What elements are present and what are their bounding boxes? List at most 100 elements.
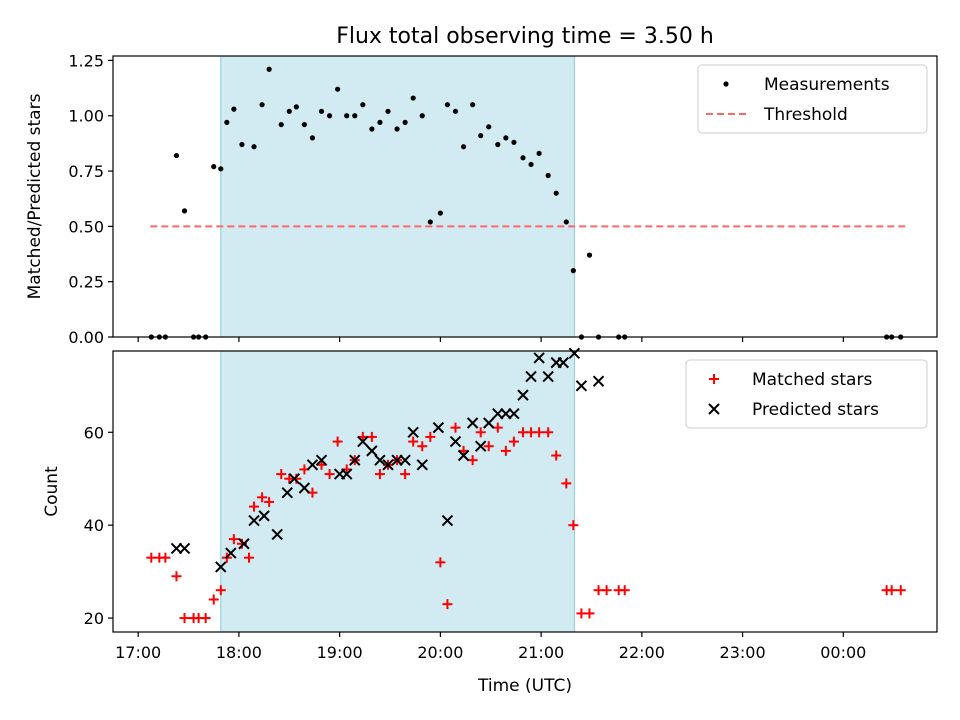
measurement-point	[286, 108, 292, 114]
x-tick-label: 23:00	[720, 643, 766, 662]
matched-stars-point	[425, 431, 436, 442]
matched-stars-point	[332, 436, 343, 447]
legend-entry-label: Threshold	[763, 105, 848, 125]
matched-stars-point	[475, 427, 486, 438]
measurement-point	[173, 152, 180, 159]
matched-stars-point	[160, 552, 171, 563]
predicted-stars-point	[258, 510, 270, 522]
matched-stars-point	[467, 455, 478, 466]
predicted-stars-point	[525, 370, 537, 383]
y-tick-label: 0.00	[68, 328, 104, 347]
measurement-point	[545, 172, 551, 179]
predicted-stars-point	[366, 445, 378, 457]
matched-stars-point	[500, 445, 511, 456]
measurement-point	[486, 124, 492, 130]
measurement-point	[211, 164, 217, 170]
predicted-stars-point	[349, 454, 361, 466]
predicted-stars-point	[399, 454, 411, 466]
measurement-point	[419, 113, 425, 119]
matched-stars-point	[508, 436, 519, 447]
matched-stars-point	[492, 422, 503, 433]
matched-stars-point	[483, 441, 494, 452]
legend: Measurements Threshold	[697, 64, 928, 134]
predicted-stars-point	[533, 352, 545, 364]
matched-stars-point	[324, 469, 335, 480]
legend-marker-predicted	[708, 403, 720, 415]
measurement-point	[326, 113, 333, 119]
measurement-point	[352, 113, 358, 119]
y-tick-label: 0.75	[68, 162, 104, 181]
predicted-stars-point	[483, 417, 495, 429]
measurement-point	[385, 108, 391, 114]
matched-stars-point	[243, 552, 254, 563]
predicted-stars-point	[449, 435, 462, 448]
x-tick-label: 20:00	[417, 643, 463, 662]
predicted-stars-point	[557, 356, 569, 369]
predicted-stars-point	[271, 528, 283, 541]
measurement-point	[553, 190, 559, 196]
predicted-stars-point	[382, 459, 394, 471]
predicted-stars-point	[315, 454, 328, 466]
measurement-point	[181, 208, 188, 214]
predicted-stars-point	[238, 538, 250, 550]
measurement-point	[278, 121, 284, 128]
predicted-stars-point	[457, 449, 470, 462]
predicted-stars-point	[592, 375, 605, 387]
matched-stars-point	[568, 520, 579, 531]
chart-title: Flux total observing time = 3.50 h	[336, 24, 714, 49]
measurement-point	[259, 102, 265, 108]
measurement-point	[402, 119, 408, 125]
measurement-point	[344, 113, 350, 119]
top-panel: 0.00 0.25 0.50 0.75 1.00 1.25 Matched/Predicte…	[25, 51, 938, 347]
measurement-point	[586, 252, 593, 258]
measurement-point	[239, 141, 245, 148]
legend-box	[685, 359, 928, 429]
measurement-point	[570, 268, 576, 274]
matched-stars-point	[374, 469, 385, 480]
measurement-point	[444, 102, 451, 108]
measurement-point	[266, 66, 272, 72]
x-tick-label: 22:00	[619, 643, 665, 662]
matched-stars-point	[208, 594, 219, 605]
matched-stars-point	[400, 469, 411, 480]
measurement-point	[369, 126, 375, 132]
y-tick-label: 0.50	[68, 217, 104, 236]
legend: Matched stars Predicted stars	[685, 359, 928, 429]
predicted-stars-point	[466, 417, 479, 429]
predicted-stars-point	[575, 380, 588, 392]
measurement-point	[495, 141, 501, 148]
y-tick-label: 1.25	[68, 51, 104, 70]
predicted-stars-point	[288, 473, 301, 485]
matched-stars-point	[534, 427, 545, 438]
predicted-stars-point	[298, 482, 311, 494]
measurement-point	[427, 219, 433, 225]
measurement-point	[360, 102, 366, 108]
measurement-point	[511, 139, 517, 145]
matched-stars-point	[435, 557, 446, 568]
predicted-stars-point	[225, 547, 237, 559]
x-axis-label: Time (UTC)	[477, 676, 572, 696]
matched-stars-point	[601, 585, 612, 596]
axes-frame	[112, 55, 938, 338]
predicted-stars-point	[441, 514, 454, 527]
x-tick-label: 21:00	[518, 643, 564, 662]
y-tick-label: 20	[84, 609, 104, 628]
matched-stars-point	[619, 585, 630, 596]
bottom-panel: 20 40 60 Count 17:00 18:00 19:00 20:00 21:00 22:0…	[42, 347, 938, 662]
predicted-stars-point	[508, 407, 520, 420]
matched-stars-point	[408, 436, 419, 447]
y-tick-label: 1.00	[68, 107, 104, 126]
measurement-point	[377, 119, 383, 125]
y-tick-label: 40	[84, 516, 104, 535]
measurement-point	[224, 119, 230, 125]
matched-stars-point	[215, 585, 226, 596]
matched-stars-point	[276, 469, 287, 480]
measurement-point	[478, 133, 484, 139]
shaded-interval	[220, 55, 575, 338]
matched-stars-point	[228, 534, 239, 545]
measurement-point	[335, 86, 341, 92]
predicted-stars-point	[568, 347, 581, 360]
matched-stars-point	[442, 599, 453, 610]
measurement-point	[318, 108, 325, 114]
